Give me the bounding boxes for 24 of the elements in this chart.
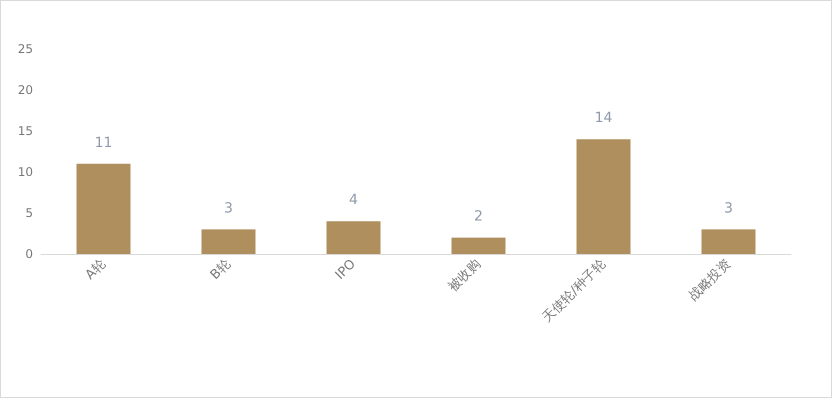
y-tick-label: 25 [18, 42, 33, 56]
data-label: 3 [224, 200, 233, 216]
bar [202, 229, 256, 254]
x-tick-label: 战略投资 [686, 256, 734, 304]
data-label: 2 [474, 208, 483, 225]
x-tick-label: B轮 [208, 256, 234, 283]
y-tick-label: 5 [25, 206, 33, 220]
y-tick-label: 10 [18, 165, 33, 179]
data-label: 11 [94, 134, 112, 151]
data-label: 3 [724, 200, 733, 216]
data-label: 4 [349, 192, 358, 208]
bar [326, 221, 380, 254]
bar [702, 229, 756, 254]
y-tick-label: 0 [25, 247, 33, 261]
bar [576, 139, 630, 254]
bar [452, 238, 506, 254]
x-tick-label: A轮 [82, 256, 109, 283]
data-label: 14 [594, 110, 612, 126]
y-tick-label: 15 [18, 124, 33, 138]
y-tick-label: 20 [18, 83, 33, 97]
x-tick-label: 天使轮/种子轮 [540, 256, 609, 326]
x-tick-label: IPO [332, 256, 359, 283]
bar [76, 164, 130, 254]
x-tick-label: 被收购 [446, 256, 484, 295]
